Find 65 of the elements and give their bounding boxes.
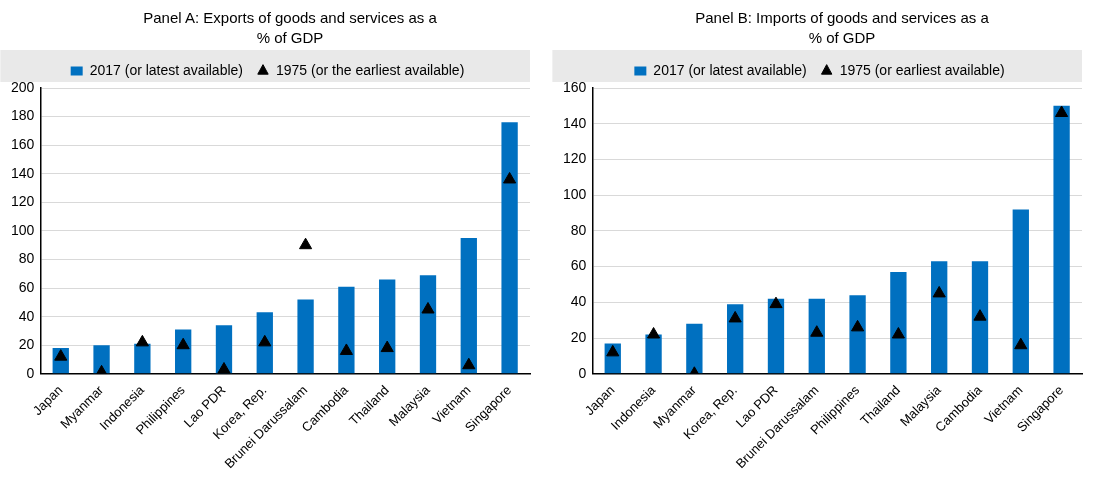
chart-title: Panel A: Exports of goods and services as a % of GDP xyxy=(142,8,438,48)
bar xyxy=(971,261,989,374)
y-tick-label: 200 xyxy=(11,78,35,95)
point xyxy=(1055,105,1069,118)
legend-label: 2017 (or latest available) xyxy=(653,61,807,78)
y-tick-label: 140 xyxy=(11,164,35,181)
y-tick-label: 160 xyxy=(11,136,35,153)
bar xyxy=(134,343,151,374)
y-tick-label: 180 xyxy=(11,107,35,124)
y-tick-label: 20 xyxy=(570,328,587,345)
y-tick-label: 60 xyxy=(570,257,587,274)
y-tick-label: 80 xyxy=(18,250,35,267)
bar xyxy=(419,275,437,374)
bar xyxy=(338,286,355,374)
bar xyxy=(808,298,825,374)
point xyxy=(932,285,946,298)
point xyxy=(176,337,190,350)
bar xyxy=(849,295,866,374)
point xyxy=(606,344,620,357)
legend-label: 1975 (or the earliest available) xyxy=(275,61,465,78)
bar xyxy=(297,299,314,374)
y-tick-label: 20 xyxy=(18,336,35,353)
point xyxy=(503,171,517,184)
point xyxy=(299,237,313,250)
y-tick-label: 60 xyxy=(18,278,35,295)
bar xyxy=(686,323,703,374)
bar xyxy=(501,122,518,374)
point xyxy=(135,334,149,347)
point xyxy=(810,325,824,337)
point xyxy=(258,334,272,347)
bar xyxy=(645,334,662,374)
y-tick-label: 80 xyxy=(570,221,587,238)
point xyxy=(973,309,987,321)
bar xyxy=(890,271,907,374)
point xyxy=(647,327,661,339)
point xyxy=(339,343,353,355)
point xyxy=(217,362,231,374)
point xyxy=(421,302,435,314)
y-tick-label: 0 xyxy=(578,364,587,381)
y-tick-label: 120 xyxy=(11,193,35,210)
bar xyxy=(931,261,948,374)
bar xyxy=(727,304,744,374)
y-tick-label: 40 xyxy=(570,293,587,310)
bar xyxy=(460,238,477,374)
legend-label: 2017 (or latest available) xyxy=(89,61,243,78)
chart-title: Panel B: Imports of goods and services as a % of GDP xyxy=(694,8,990,48)
point xyxy=(462,357,476,370)
y-tick-label: 100 xyxy=(563,186,587,203)
point xyxy=(728,310,742,323)
point xyxy=(851,319,865,332)
y-tick-label: 140 xyxy=(563,114,587,131)
bar xyxy=(379,279,396,374)
point xyxy=(1014,337,1028,350)
legend-label: 1975 (or earliest available) xyxy=(839,61,1005,78)
y-tick-label: 40 xyxy=(18,307,35,324)
bar xyxy=(1053,105,1070,374)
point xyxy=(891,327,905,339)
point xyxy=(769,296,783,309)
bar xyxy=(767,298,785,374)
point xyxy=(380,340,394,353)
y-tick-label: 0 xyxy=(26,364,35,381)
y-tick-label: 160 xyxy=(563,78,587,95)
y-tick-label: 120 xyxy=(563,150,587,167)
bar xyxy=(1012,209,1029,374)
y-tick-label: 100 xyxy=(11,221,35,238)
